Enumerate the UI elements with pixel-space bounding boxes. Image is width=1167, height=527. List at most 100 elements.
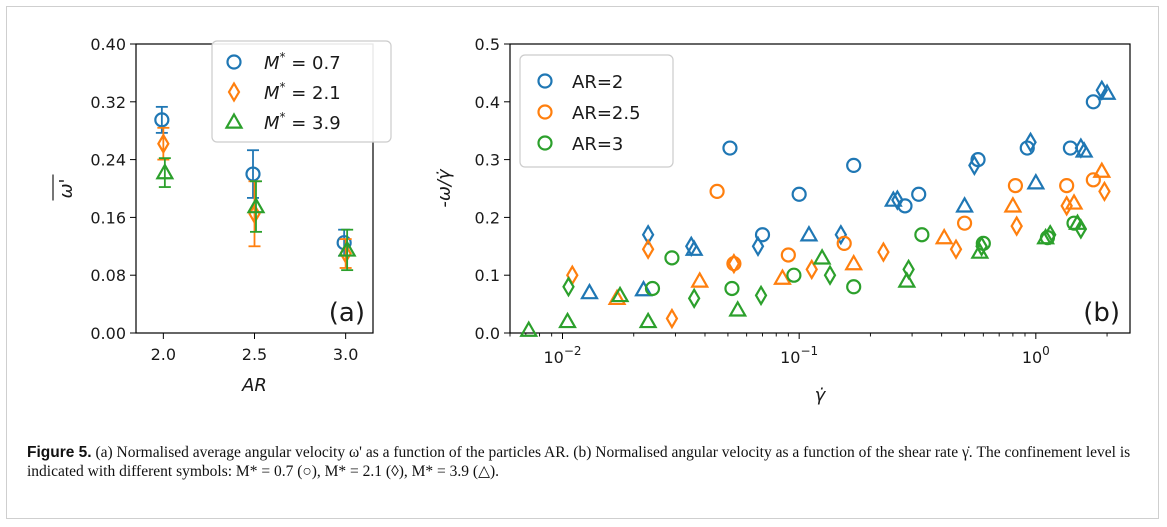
data-point-b [638, 311, 658, 329]
caption-label: Figure 5. [27, 444, 92, 461]
data-point-b [558, 311, 577, 329]
data-point-b [724, 280, 740, 297]
x-tick-label-a: 2.5 [242, 345, 267, 364]
y-tick-label-b: 0.2 [475, 208, 500, 227]
data-point-b [1097, 83, 1117, 100]
y-tick-label-b: 0.4 [475, 93, 500, 112]
data-point-b [805, 258, 819, 281]
data-point-a [157, 133, 170, 155]
data-point-b [846, 279, 862, 295]
data-point-b [727, 252, 741, 275]
data-point-b [773, 268, 792, 285]
legend-marker-a [224, 112, 244, 129]
data-point-b [641, 224, 655, 246]
data-point-b [812, 248, 832, 265]
legend-label-a: M* = 3.9 [264, 110, 341, 134]
data-point-b [911, 186, 927, 202]
data-point-b [799, 225, 819, 242]
data-point-b [664, 250, 680, 266]
data-point-b [975, 235, 988, 257]
data-point-b [955, 196, 974, 213]
data-point-a [337, 240, 357, 257]
data-point-b [684, 239, 704, 256]
y-tick-label-b: 0.1 [475, 266, 500, 285]
legend-label-b: AR=2 [572, 72, 623, 93]
data-point-b [968, 154, 981, 177]
panel-label-b: (b) [1083, 298, 1120, 328]
data-point-b [1026, 173, 1046, 190]
y-axis-label-a: ω' [56, 178, 77, 198]
data-point-b [754, 227, 771, 243]
caption-text: (a) Normalised average angular velocity … [27, 444, 1131, 480]
legend-label-a: M* = 2.1 [264, 80, 341, 104]
y-tick-label-a: 0.08 [90, 266, 126, 285]
legend-label-a: M* = 0.7 [264, 50, 341, 74]
data-point-b [949, 238, 963, 260]
data-point-b [1068, 213, 1087, 230]
legend-box-b [519, 54, 674, 168]
data-point-b [709, 183, 725, 199]
data-point-b [1036, 227, 1056, 245]
data-point-b [780, 247, 796, 263]
data-point-b [754, 284, 768, 307]
y-tick-label-b: 0.3 [475, 151, 500, 170]
y-tick-label-a: 0.32 [90, 93, 126, 112]
data-point-b [914, 227, 930, 243]
legend-marker-a [227, 81, 241, 103]
data-point-b [836, 235, 852, 252]
panel-b: 0.0 0.1 0.2 0.3 0.4 0.5 10−2 10−1 100 γ̇ -ω/γ̇ AR=2… [434, 35, 1131, 406]
y-tick-label-a: 0.16 [90, 208, 126, 227]
data-point-b [1098, 180, 1111, 203]
x-tick-label-b: 100 [1022, 344, 1050, 367]
data-point-b [791, 186, 807, 202]
y-axis-label-b: -ω/γ̇ [434, 168, 455, 208]
data-point-b [751, 235, 765, 257]
data-point-b [610, 285, 630, 303]
legend-b: AR=2 AR=2.5 AR=3 [519, 54, 674, 168]
data-point-b [1059, 178, 1075, 194]
data-point-b [786, 267, 802, 283]
y-tick-label-a: 0.40 [90, 35, 126, 54]
data-point-b [566, 264, 579, 286]
x-tick-label-b: 10−2 [543, 344, 581, 367]
y-tick-label-b: 0.5 [475, 35, 500, 54]
data-point-b [607, 288, 627, 306]
data-point-b [823, 264, 837, 286]
data-point-b [1085, 172, 1101, 188]
figure-frame: 0.00 0.08 0.16 0.24 0.32 0.40 2.0 2.5 3.0 AR ω' M* … [6, 6, 1159, 519]
legend-label-b: AR=2.5 [572, 103, 641, 124]
data-point-b [644, 280, 661, 297]
x-tick-label-b: 10−1 [780, 344, 818, 367]
data-point-b [728, 300, 748, 317]
data-point-b [690, 271, 710, 288]
data-point-b [722, 140, 738, 156]
data-point-b [846, 157, 862, 173]
data-point-b [1060, 195, 1073, 217]
data-point-a [248, 203, 261, 225]
data-point-b [1074, 141, 1094, 158]
data-point-b [562, 276, 575, 298]
x-tick-label-a: 3.0 [333, 345, 358, 364]
data-point-b [1019, 140, 1035, 156]
data-point-b [519, 320, 539, 337]
data-point-b [1024, 131, 1037, 153]
data-point-b [844, 253, 864, 271]
data-point-b [1085, 94, 1101, 110]
y-tick-label-a: 0.24 [90, 151, 126, 170]
data-point-b [891, 189, 904, 211]
legend-marker-b [537, 73, 553, 89]
data-point-b [641, 238, 655, 260]
legend-marker-b [537, 135, 553, 151]
data-point-b [934, 227, 954, 245]
panel-label-a: (a) [329, 298, 365, 328]
plot-area-b [509, 43, 1131, 334]
legend-marker-a [226, 54, 242, 70]
x-tick-label-a: 2.0 [151, 345, 176, 364]
figure-canvas: 0.00 0.08 0.16 0.24 0.32 0.40 2.0 2.5 3.0 AR ω' M* … [52, 35, 1131, 406]
data-point-a [154, 112, 170, 128]
data-point-b [834, 224, 848, 246]
data-point-b [1010, 215, 1023, 237]
data-point-b [877, 241, 890, 263]
legend-marker-b [537, 104, 553, 120]
data-point-b [1064, 193, 1084, 210]
